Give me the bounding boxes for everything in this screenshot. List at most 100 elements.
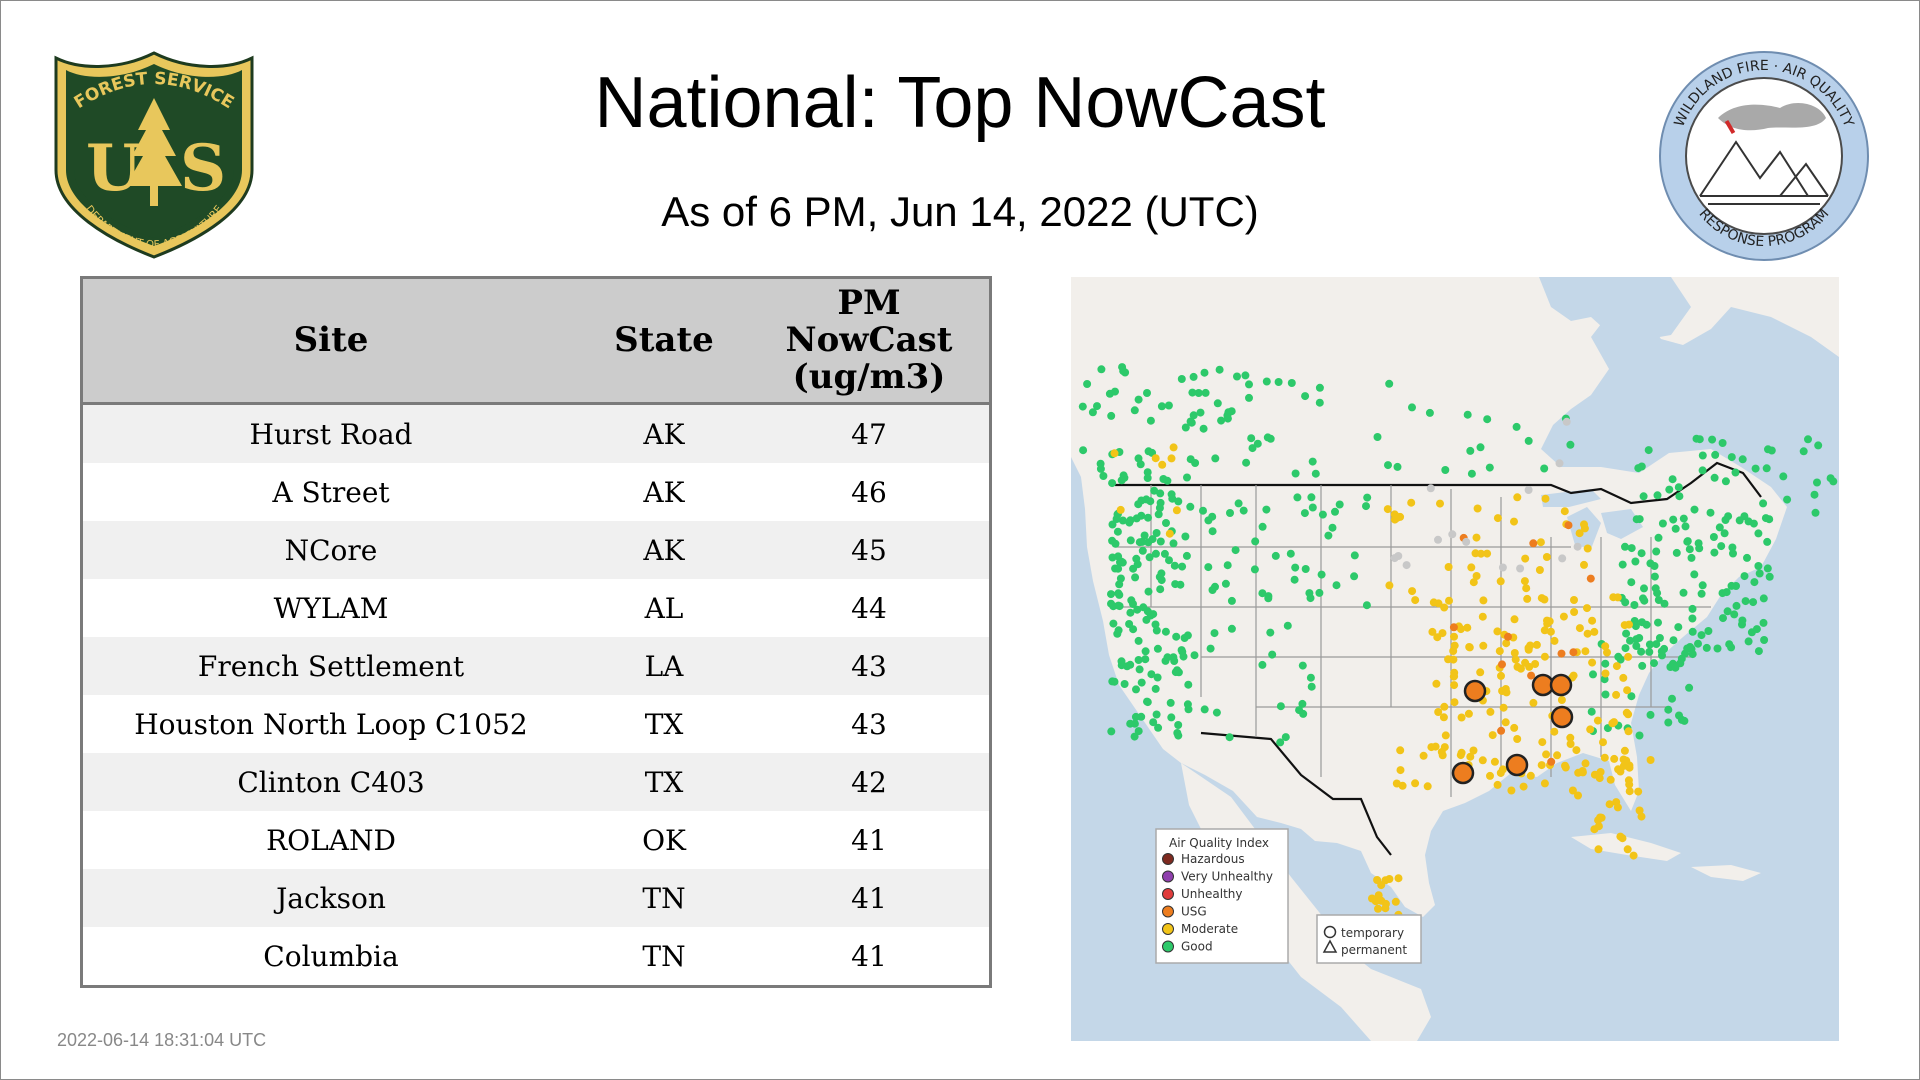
site-marker bbox=[1566, 740, 1575, 748]
site-marker bbox=[1483, 549, 1492, 558]
site-marker bbox=[1524, 486, 1533, 494]
site-marker bbox=[1654, 533, 1663, 542]
site-marker bbox=[1362, 601, 1371, 610]
site-marker bbox=[1318, 510, 1327, 519]
state-cell: AK bbox=[579, 463, 749, 521]
site-marker bbox=[1671, 524, 1680, 533]
site-marker bbox=[1436, 499, 1444, 508]
site-marker bbox=[1740, 572, 1749, 581]
site-marker bbox=[1583, 629, 1592, 638]
site-marker bbox=[1658, 519, 1667, 528]
state-cell: OK bbox=[579, 811, 749, 869]
site-marker bbox=[1675, 492, 1684, 501]
site-marker bbox=[1363, 493, 1372, 502]
site-marker bbox=[1385, 379, 1394, 388]
site-marker bbox=[1191, 459, 1200, 467]
site-marker bbox=[1126, 516, 1135, 525]
site-marker bbox=[1488, 731, 1497, 740]
site-marker bbox=[1186, 502, 1195, 511]
site-marker bbox=[1510, 649, 1519, 657]
site-marker bbox=[1141, 647, 1150, 656]
site-marker bbox=[1396, 746, 1405, 755]
site-marker bbox=[1170, 561, 1179, 570]
site-marker bbox=[1465, 643, 1474, 651]
site-marker bbox=[1107, 727, 1116, 736]
site-marker bbox=[1510, 723, 1519, 732]
site-marker bbox=[1132, 554, 1141, 563]
site-marker bbox=[1225, 733, 1234, 742]
site-marker bbox=[1439, 713, 1448, 722]
site-marker bbox=[1374, 904, 1382, 913]
site-marker bbox=[1293, 493, 1302, 502]
site-marker bbox=[1639, 492, 1648, 501]
site-marker bbox=[1173, 729, 1182, 737]
fs-letter-u: U bbox=[86, 131, 142, 206]
site-marker bbox=[1126, 608, 1135, 617]
site-marker bbox=[1377, 896, 1386, 905]
site-marker bbox=[1562, 417, 1571, 426]
site-marker bbox=[1688, 604, 1697, 613]
site-marker bbox=[1144, 587, 1153, 596]
site-marker bbox=[1629, 851, 1638, 860]
site-marker bbox=[1161, 627, 1170, 636]
site-marker bbox=[1441, 466, 1450, 474]
site-marker bbox=[1264, 594, 1273, 603]
site-marker bbox=[1681, 522, 1690, 531]
site-marker bbox=[1478, 612, 1487, 621]
site-marker bbox=[1176, 580, 1185, 589]
lake-superior bbox=[1541, 489, 1601, 507]
site-marker bbox=[1638, 661, 1647, 670]
site-marker bbox=[1650, 572, 1659, 581]
site-marker bbox=[1253, 439, 1262, 448]
site-marker bbox=[1527, 671, 1536, 680]
site-marker bbox=[1115, 580, 1124, 589]
site-marker bbox=[1479, 641, 1488, 650]
site-marker bbox=[1546, 627, 1555, 636]
site-marker bbox=[1646, 559, 1655, 568]
site-marker bbox=[1540, 652, 1549, 661]
site-marker bbox=[1671, 663, 1680, 672]
site-marker bbox=[1440, 603, 1449, 612]
site-marker bbox=[1391, 897, 1400, 906]
legend-label: Very Unhealthy bbox=[1181, 870, 1273, 884]
table-row: A Street AK 46 bbox=[81, 463, 991, 521]
site-marker bbox=[1767, 446, 1776, 455]
site-marker bbox=[1763, 537, 1772, 546]
site-marker bbox=[1448, 530, 1457, 539]
site-marker bbox=[1640, 596, 1649, 605]
site-marker bbox=[1167, 713, 1176, 722]
site-marker bbox=[1759, 594, 1768, 603]
site-marker bbox=[1635, 806, 1644, 815]
table-row: French Settlement LA 43 bbox=[81, 637, 991, 695]
site-marker bbox=[1588, 658, 1597, 667]
site-marker bbox=[1721, 477, 1730, 486]
site-marker bbox=[1157, 569, 1166, 578]
site-marker bbox=[1523, 594, 1532, 603]
site-marker bbox=[1483, 415, 1492, 424]
site-marker bbox=[1749, 598, 1758, 607]
nowcast-cell: 43 bbox=[749, 637, 991, 695]
site-marker bbox=[1583, 604, 1591, 613]
site-marker bbox=[1583, 544, 1592, 553]
site-marker bbox=[1135, 665, 1144, 674]
site-marker bbox=[1189, 411, 1198, 420]
site-column-header: Site bbox=[81, 277, 579, 405]
legend-swatch bbox=[1162, 870, 1174, 883]
site-marker bbox=[1157, 576, 1166, 585]
site-marker bbox=[1513, 493, 1522, 502]
site-marker bbox=[1167, 454, 1176, 463]
site-marker bbox=[1520, 577, 1529, 586]
site-marker bbox=[1710, 473, 1719, 482]
site-marker bbox=[1687, 553, 1696, 562]
site-marker bbox=[1645, 647, 1654, 656]
site-marker bbox=[1152, 710, 1161, 719]
site-marker bbox=[1612, 662, 1621, 671]
site-marker bbox=[1581, 647, 1590, 656]
site-marker bbox=[1469, 746, 1478, 755]
site-marker bbox=[1164, 401, 1173, 410]
site-marker bbox=[1163, 653, 1172, 662]
site-marker bbox=[1183, 473, 1191, 482]
site-marker bbox=[1679, 588, 1688, 597]
site-marker bbox=[1196, 408, 1205, 417]
site-marker bbox=[1143, 698, 1152, 707]
